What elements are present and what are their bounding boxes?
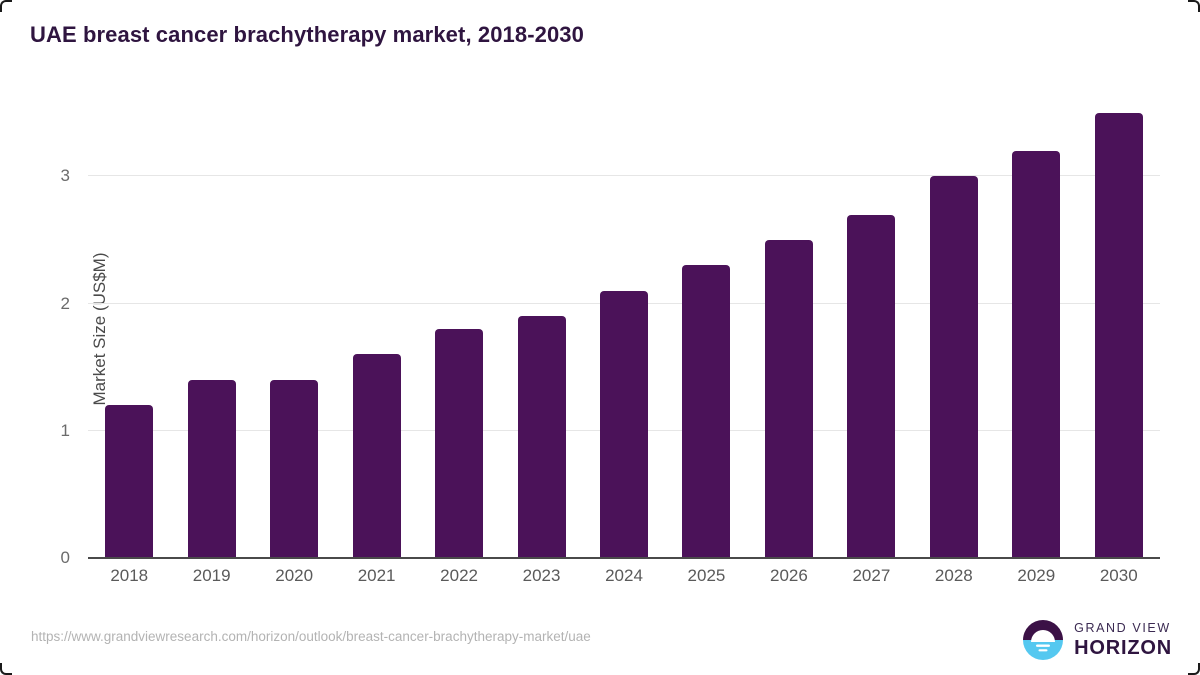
logo-line-2: HORIZON (1074, 636, 1172, 659)
y-axis-tick-label: 3 (60, 166, 70, 186)
bar-slot (995, 100, 1077, 558)
x-axis-tick-label: 2027 (852, 566, 891, 585)
bar-slot (1078, 100, 1160, 558)
bar[interactable] (764, 239, 813, 558)
bar-slot (665, 100, 747, 558)
bar-slot (748, 100, 830, 558)
logo-wordmark: GRAND VIEW HORIZON (1074, 622, 1172, 658)
bar[interactable] (187, 379, 236, 558)
x-axis-tick-label: 2020 (275, 566, 314, 585)
bar[interactable] (682, 265, 731, 558)
bar[interactable] (847, 214, 896, 558)
y-axis-tick-label: 2 (60, 293, 70, 313)
bar-slot (583, 100, 665, 558)
bar[interactable] (517, 316, 566, 558)
bar-slot (500, 100, 582, 558)
bar[interactable] (270, 379, 319, 558)
x-axis-tick-label: 2024 (605, 566, 643, 585)
logo-line-1: GRAND VIEW (1074, 621, 1171, 636)
x-axis-line (88, 557, 1160, 559)
bar-slot (335, 100, 417, 558)
bar[interactable] (1012, 150, 1061, 558)
bar[interactable] (105, 405, 154, 558)
gridline (88, 175, 1160, 177)
bar[interactable] (435, 329, 484, 558)
bar-slot (170, 100, 252, 558)
x-axis-tick-label: 2023 (522, 566, 561, 585)
bar-slot (913, 100, 995, 558)
x-axis-tick-label: 2022 (440, 566, 478, 585)
x-axis-tick-label: 2026 (770, 566, 808, 585)
bar[interactable] (929, 176, 978, 558)
bars-group (88, 100, 1160, 558)
x-axis-tick-label: 2025 (687, 566, 726, 585)
brand-logo[interactable]: GRAND VIEW HORIZON (1021, 618, 1172, 662)
x-axis-tick-label: 2028 (934, 566, 973, 585)
bar[interactable] (352, 354, 401, 558)
source-url[interactable]: https://www.grandviewresearch.com/horizo… (31, 629, 591, 644)
bar-slot (88, 100, 170, 558)
x-axis-tick-label: 2018 (110, 566, 149, 585)
bar-slot (253, 100, 335, 558)
horizon-logo-icon (1023, 620, 1064, 660)
x-axis-tick-label: 2021 (357, 566, 396, 585)
bar[interactable] (1094, 112, 1143, 558)
x-axis-tick-label: 2029 (1017, 566, 1056, 585)
x-axis-tick-label: 2030 (1099, 566, 1138, 585)
y-axis-tick-label: 1 (60, 420, 70, 440)
y-axis-tick-label: 0 (60, 548, 70, 567)
x-axis-tick-label: 2019 (192, 566, 231, 585)
bar[interactable] (599, 290, 648, 558)
bar-slot (418, 100, 500, 558)
page-title: UAE breast cancer brachytherapy market, … (30, 22, 584, 47)
bar-slot (830, 100, 912, 558)
